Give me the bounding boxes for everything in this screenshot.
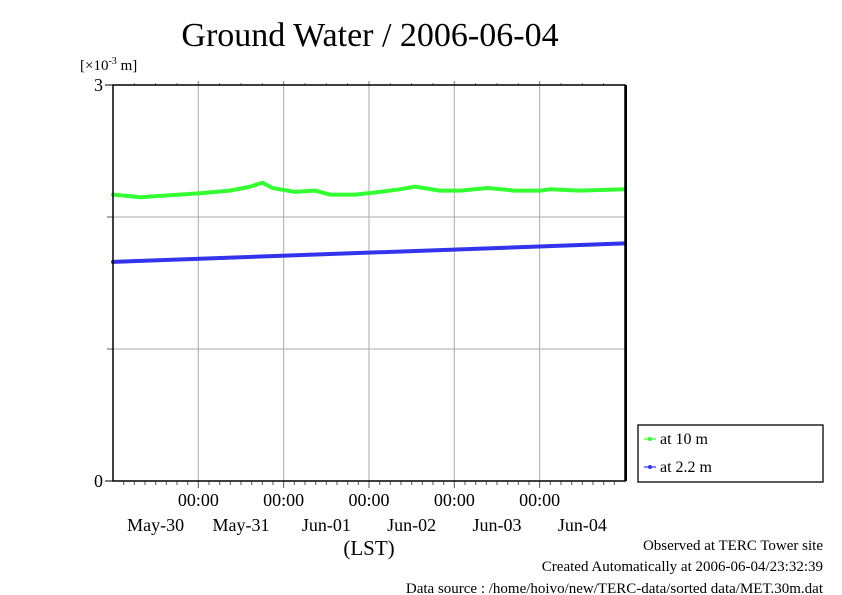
axis-labels: 0 3 00:00 00:00 00:00 00:00 00:00 May-30 May-31 J… [94, 75, 607, 535]
x-tick-time-label: 00:00 [519, 490, 560, 510]
observed-site-note: Observed at TERC Tower site [643, 538, 823, 554]
created-timestamp-note: Created Automatically at 2006-06-04/23:3… [542, 559, 823, 575]
y-axis-label: [×10-3 m] [80, 56, 137, 74]
series-line-2-2m [111, 241, 627, 264]
chart-title: Ground Water / 2006-06-04 [181, 17, 558, 54]
series-line-10m [111, 180, 627, 200]
x-date-label: Jun-01 [302, 515, 351, 535]
x-tick-time-label: 00:00 [263, 490, 304, 510]
x-date-label: Jun-04 [558, 515, 607, 535]
x-tick-time-label: 00:00 [178, 490, 219, 510]
x-axis-label: (LST) [343, 536, 394, 560]
x-date-label: Jun-03 [473, 515, 522, 535]
x-date-label: May-30 [127, 515, 184, 535]
x-tick-time-label: 00:00 [348, 490, 389, 510]
x-date-label: Jun-02 [387, 515, 436, 535]
legend-box [637, 424, 824, 483]
legend: at 10 m at 2.2 m [637, 424, 824, 483]
y-tick-label: 3 [94, 75, 103, 95]
x-date-label: May-31 [213, 515, 270, 535]
legend-label-2-2m: at 2.2 m [660, 459, 713, 476]
x-tick-time-label: 00:00 [434, 490, 475, 510]
legend-label-10m: at 10 m [660, 431, 709, 448]
legend-dot-10m [648, 437, 652, 441]
legend-dot-2-2m [648, 465, 652, 469]
axis-ticks [105, 81, 615, 488]
grid-lines [113, 85, 625, 481]
y-tick-label: 0 [94, 471, 103, 491]
series-lines [111, 180, 627, 264]
data-source-note: Data source : /home/hoivo/new/TERC-data/… [406, 581, 824, 595]
